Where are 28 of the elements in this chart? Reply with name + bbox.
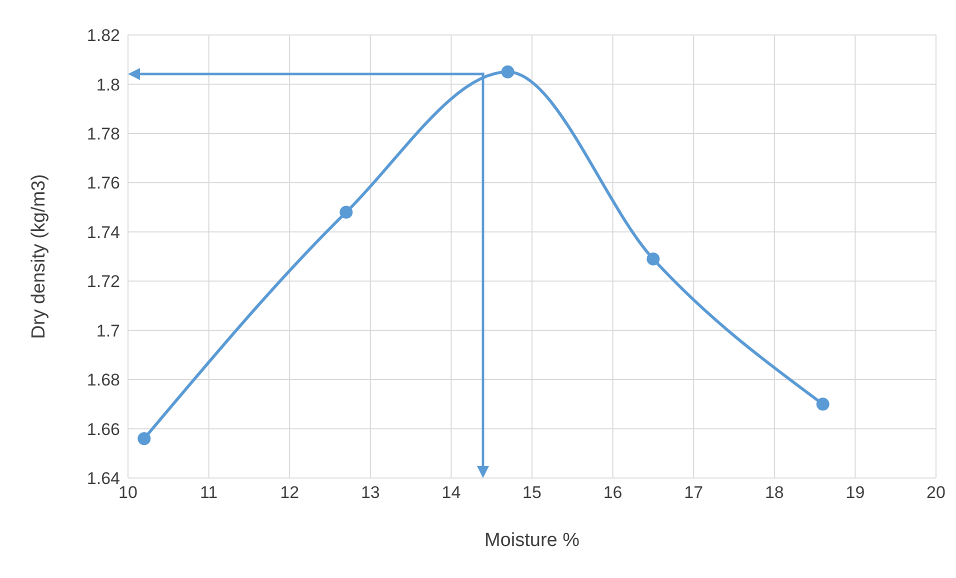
x-tick-label: 11	[200, 483, 218, 502]
x-tick-label: 13	[360, 483, 380, 502]
y-tick-label: 1.8	[96, 75, 120, 94]
point	[816, 398, 830, 411]
x-tick-label: 15	[522, 483, 542, 502]
point	[340, 206, 353, 219]
y-axis-title: Dry density (kg/m3)	[28, 174, 50, 339]
y-tick-label: 1.7	[96, 321, 120, 340]
y-tick-label: 1.72	[86, 272, 120, 292]
y-tick-label: 1.82	[86, 26, 120, 46]
x-axis-title: Moisture %	[484, 530, 580, 551]
x-tick-label: 18	[764, 483, 784, 502]
x-tick-label: 16	[603, 483, 622, 502]
x-tick-label: 17	[684, 483, 704, 502]
y-tick-label: 1.64	[86, 469, 120, 488]
x-tick-label: 10	[118, 483, 138, 502]
y-tick-label: 1.66	[86, 420, 120, 439]
point	[501, 65, 514, 78]
x-tick-label: 14	[442, 483, 461, 502]
point	[138, 432, 151, 446]
y-tick-label: 1.78	[86, 124, 120, 144]
point	[646, 252, 660, 266]
x-tick-label: 20	[926, 483, 946, 502]
y-tick-label: 1.76	[86, 174, 120, 193]
y-tick-label: 1.68	[86, 370, 120, 390]
x-tick-label: 19	[846, 483, 865, 502]
x-tick-label: 12	[280, 483, 300, 502]
y-tick-label: 1.74	[86, 222, 120, 242]
